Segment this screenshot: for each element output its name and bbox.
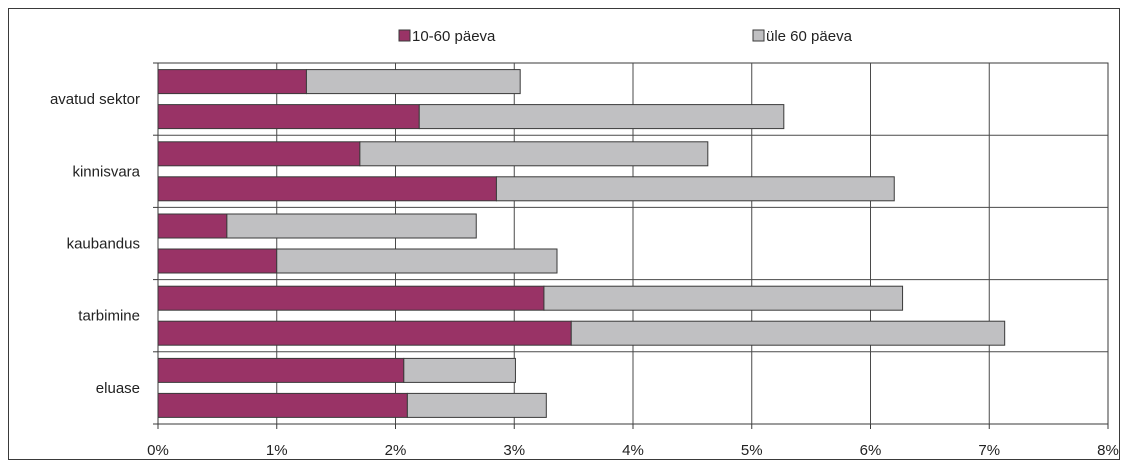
x-tick-label: 6% [860,442,882,459]
bar-series2 [226,213,477,239]
bar-series1 [157,176,497,202]
x-tick-label: 0% [147,442,169,459]
x-tick-label: 7% [978,442,1000,459]
category-label: avatud sektor [50,91,140,108]
bar-series2 [403,357,516,383]
bar-series1 [157,213,228,239]
x-tick-label: 4% [622,442,644,459]
bar-series2 [418,104,785,130]
bar-series2 [543,285,904,311]
bar-series2 [276,248,558,274]
bar-series1 [157,69,307,95]
bar-series1 [157,141,361,167]
category-label: kinnisvara [72,163,140,180]
bar-series1 [157,248,278,274]
category-label: kaubandus [67,236,140,253]
bar-series1 [157,104,420,130]
bar-series1 [157,320,572,346]
legend-swatch [398,29,411,42]
x-tick-label: 8% [1097,442,1119,459]
bar-series2 [406,392,547,418]
bar-series2 [359,141,709,167]
x-tick-label: 3% [503,442,525,459]
bar-series1 [157,285,545,311]
bar-series2 [495,176,895,202]
legend-label: 10-60 päeva [412,28,496,45]
legend-swatch [752,29,765,42]
legend-label: üle 60 päeva [766,28,853,45]
bar-series1 [157,392,408,418]
bar-series1 [157,357,405,383]
bar-series2 [305,69,521,95]
x-tick-label: 1% [266,442,288,459]
category-label: tarbimine [78,308,140,325]
category-label: eluase [96,380,140,397]
x-tick-label: 5% [741,442,763,459]
bar-series2 [570,320,1006,346]
x-tick-label: 2% [385,442,407,459]
